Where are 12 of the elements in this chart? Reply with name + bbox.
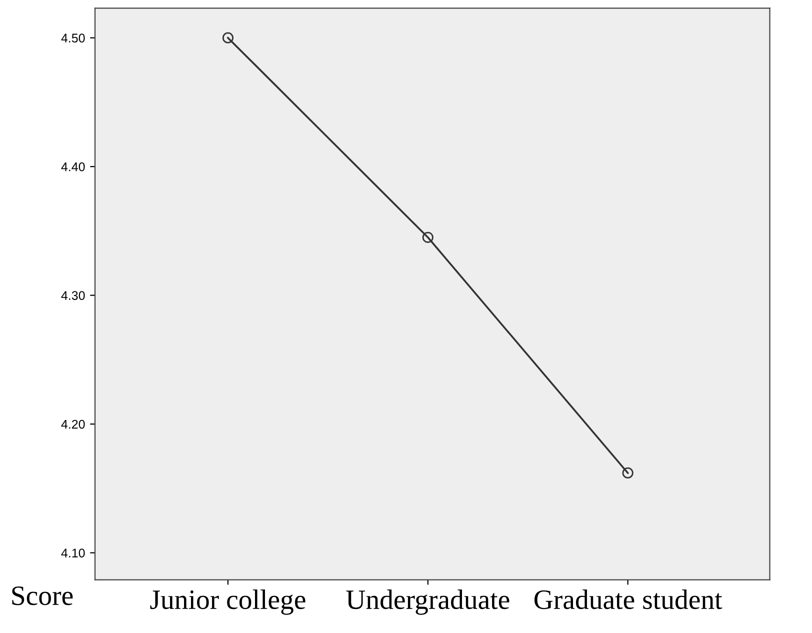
x-tick-label: Graduate student <box>534 590 722 610</box>
y-tick-label: 4.40 <box>61 162 85 172</box>
y-tick-label: 4.50 <box>61 34 85 42</box>
point <box>622 467 634 479</box>
y-tick-label: 4.20 <box>61 420 85 429</box>
x-tick-label: Junior college <box>150 590 306 615</box>
x-tick-label: Undergraduate <box>346 590 510 615</box>
x-axis-title: Score <box>12 586 73 606</box>
y-tick-label: 4.10 <box>61 548 85 558</box>
point <box>222 32 234 44</box>
y-tick-label: 4.30 <box>61 291 85 300</box>
point <box>422 232 434 243</box>
